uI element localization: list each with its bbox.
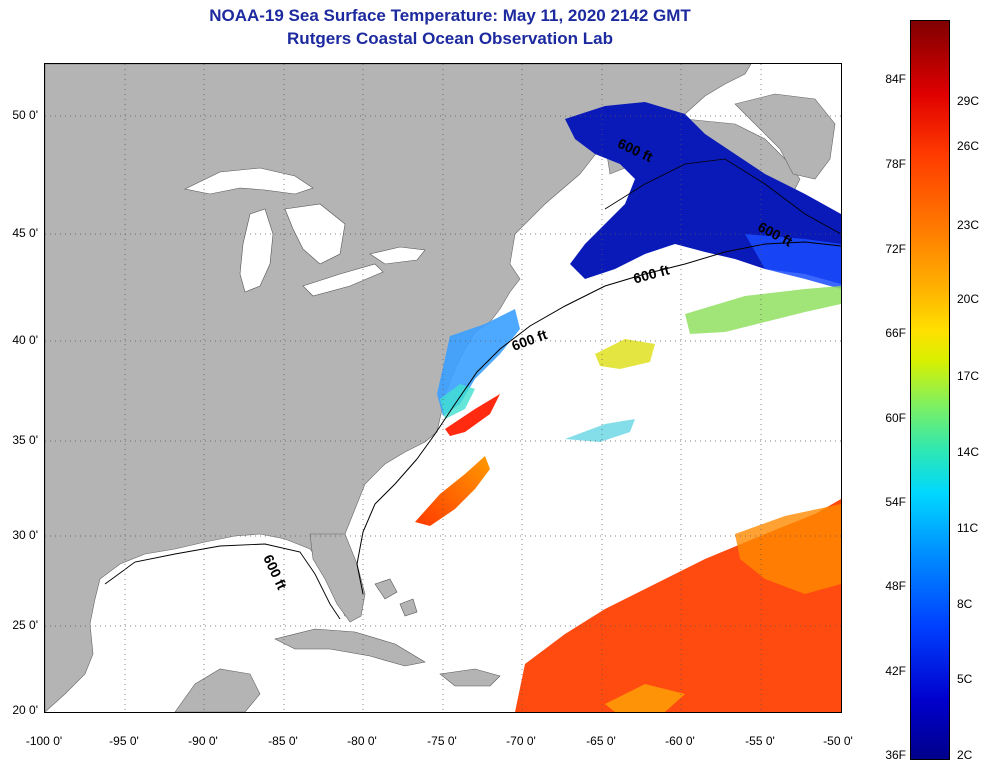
lon-label-90: -90 0' — [188, 734, 218, 748]
colorbar-c-label-17: 17C — [957, 369, 980, 383]
land-north-america — [45, 64, 752, 712]
lon-label-70: -70 0' — [506, 734, 536, 748]
land-bahamas — [374, 578, 418, 617]
colorbar-c-label-23: 23C — [957, 218, 980, 232]
sst-gulf-stream-filament — [415, 456, 490, 526]
sst-map[interactable]: 600 ft 600 ft 600 ft 600 ft 600 ft — [44, 63, 842, 713]
lon-label-65: -65 0' — [586, 734, 616, 748]
lake-ontario — [369, 246, 426, 265]
lon-label-80: -80 0' — [347, 734, 377, 748]
lat-label-45: 45 0' — [12, 226, 38, 240]
colorbar-f-label-36: 36F — [885, 748, 906, 762]
colorbar-c-label-26: 26C — [957, 139, 980, 153]
gulf-shelf-contour — [104, 543, 341, 620]
colorbar-c-label-8: 8C — [957, 597, 973, 611]
lon-label-50: -50 0' — [823, 734, 853, 748]
sst-cold-edge — [745, 234, 841, 289]
lat-label-30: 30 0' — [12, 528, 38, 542]
land-cuba — [274, 628, 426, 667]
colorbar-c-label-20: 20C — [957, 292, 980, 306]
lat-label-25: 25 0' — [12, 618, 38, 632]
land-yucatan — [174, 668, 261, 712]
colorbar-f-label-54: 54F — [885, 495, 906, 509]
colorbar-c-label-5: 5C — [957, 672, 973, 686]
sst-gulf-stream-north — [445, 394, 500, 436]
lat-label-35: 35 0' — [12, 433, 38, 447]
lon-label-100: -100 0' — [25, 734, 63, 748]
colorbar-f-label-78: 78F — [885, 157, 906, 171]
land-florida — [309, 533, 366, 623]
lake-michigan — [239, 208, 274, 293]
lat-label-20: 20 0' — [12, 703, 38, 717]
lat-label-40: 40 0' — [12, 333, 38, 347]
colorbar-c-label-29: 29C — [957, 94, 980, 108]
sst-subtropical-yellow — [605, 684, 685, 712]
lon-label-60: -60 0' — [665, 734, 695, 748]
sst-patch-yellow — [595, 339, 655, 369]
map-title: NOAA-19 Sea Surface Temperature: May 11,… — [209, 6, 691, 25]
lake-superior — [184, 167, 314, 195]
lon-label-95: -95 0' — [109, 734, 139, 748]
temperature-colorbar — [910, 20, 950, 760]
sst-patch-green — [685, 286, 841, 334]
colorbar-f-label-42: 42F — [885, 664, 906, 678]
sst-shelf-cyan — [440, 384, 475, 419]
lon-label-85: -85 0' — [268, 734, 298, 748]
land-newfoundland — [734, 93, 836, 180]
colorbar-c-label-14: 14C — [957, 445, 980, 459]
colorbar-f-label-48: 48F — [885, 579, 906, 593]
lake-erie — [302, 263, 384, 297]
colorbar-c-label-11: 11C — [957, 521, 979, 535]
contour-600ft-atlantic — [416, 241, 841, 460]
colorbar-c-label-2: 2C — [957, 748, 973, 762]
lon-label-75: -75 0' — [427, 734, 457, 748]
sst-patch-cyan — [565, 419, 635, 442]
map-subtitle: Rutgers Coastal Ocean Observation Lab — [287, 29, 613, 48]
land-hispaniola — [439, 668, 501, 687]
colorbar-f-label-60: 60F — [885, 411, 906, 425]
lat-label-50: 50 0' — [12, 108, 38, 122]
contour-600ft-gulf-of-maine — [604, 158, 841, 235]
colorbar-f-label-72: 72F — [885, 242, 906, 256]
lon-label-55: -55 0' — [745, 734, 775, 748]
contour-600ft-florida — [356, 458, 418, 595]
sst-subtropical-orange — [735, 504, 841, 594]
colorbar-f-label-66: 66F — [885, 326, 906, 340]
colorbar-f-label-84: 84F — [885, 72, 906, 86]
